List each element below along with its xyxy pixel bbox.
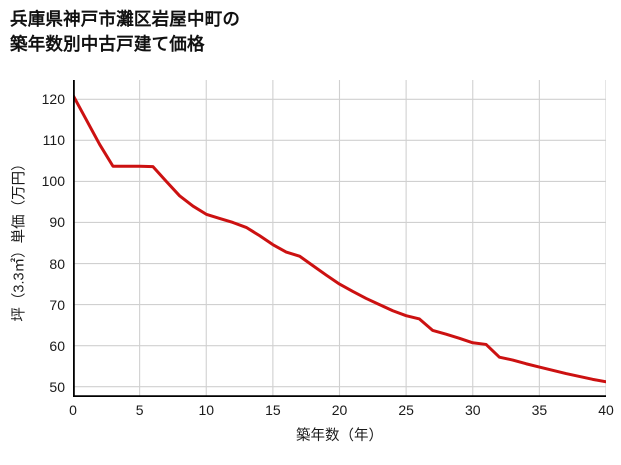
grid-lines xyxy=(73,80,606,397)
page-title: 兵庫県神戸市灘区岩屋中町の 築年数別中古戸建て価格 xyxy=(10,9,241,54)
y-tick-label: 60 xyxy=(49,337,65,354)
y-tick-label: 70 xyxy=(49,296,65,313)
y-axis-label: 坪（3.3㎡）単価（万円） xyxy=(8,80,28,397)
x-tick-label: 5 xyxy=(135,402,144,418)
x-tick-label: 20 xyxy=(331,402,348,418)
x-tick-label: 40 xyxy=(598,402,614,418)
x-tick-label: 30 xyxy=(464,402,481,418)
x-tick-label: 15 xyxy=(265,402,281,418)
x-tick-label: 35 xyxy=(531,402,548,418)
y-axis-label-text: 坪（3.3㎡）単価（万円） xyxy=(11,155,28,322)
price-trend-line xyxy=(73,93,606,384)
x-tick-label: 25 xyxy=(398,402,414,418)
y-tick-label: 50 xyxy=(49,378,65,395)
x-axis-label: 築年数（年） xyxy=(296,428,383,444)
y-tick-label: 110 xyxy=(42,132,65,149)
y-tick-label: 120 xyxy=(41,91,65,108)
axis-spines xyxy=(73,80,606,397)
y-tick-label: 80 xyxy=(49,255,65,272)
x-tick-label: 10 xyxy=(198,402,215,418)
y-tick-label: 90 xyxy=(49,214,65,231)
y-tick-label: 100 xyxy=(41,173,65,190)
plot-area xyxy=(73,80,606,397)
x-tick-label: 0 xyxy=(69,402,77,418)
